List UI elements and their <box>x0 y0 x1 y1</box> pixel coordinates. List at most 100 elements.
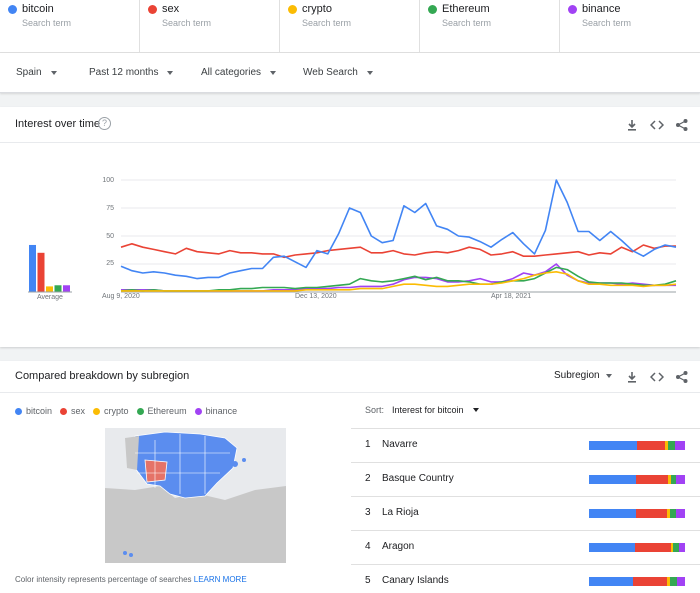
time-filter[interactable]: Past 12 months <box>89 67 174 78</box>
y-tick-label: 100 <box>102 177 114 184</box>
spain-map-graphic <box>105 428 286 563</box>
share-icon[interactable] <box>675 118 689 132</box>
region-name[interactable]: Canary Islands <box>382 575 449 586</box>
legend-item: crypto <box>93 406 129 416</box>
region-name[interactable]: Navarre <box>382 439 418 450</box>
share-segment-ethereum <box>667 441 676 450</box>
term-name[interactable]: binance <box>582 3 621 15</box>
average-bar-bitcoin[interactable] <box>29 244 36 292</box>
share-bar <box>589 441 685 450</box>
rank-number: 4 <box>365 541 371 552</box>
share-segment-sex <box>633 577 667 586</box>
breakdown-legend: bitcoin sex crypto Ethereum binance <box>15 406 245 416</box>
divider <box>0 392 700 393</box>
help-icon[interactable]: ? <box>98 117 111 130</box>
download-icon[interactable] <box>625 370 639 384</box>
divider <box>0 142 700 143</box>
series-line-crypto[interactable] <box>121 270 677 292</box>
average-bar-crypto[interactable] <box>46 286 53 292</box>
share-segment-bitcoin <box>589 509 637 518</box>
term-sex[interactable]: sex Search term <box>140 0 280 53</box>
series-line-sex[interactable] <box>120 243 676 259</box>
share-segment-binance <box>677 577 685 586</box>
term-name[interactable]: Ethereum <box>442 3 490 15</box>
share-segment-binance <box>676 509 685 518</box>
term-name[interactable]: crypto <box>302 3 332 15</box>
share-icon[interactable] <box>675 370 689 384</box>
time-filter-label: Past 12 months <box>89 67 159 78</box>
table-row[interactable]: 1 Navarre <box>351 428 700 462</box>
region-filter-label: Spain <box>16 67 42 78</box>
term-name[interactable]: sex <box>162 3 180 15</box>
category-filter-label: All categories <box>201 67 262 78</box>
search-type-filter-label: Web Search <box>303 67 358 78</box>
map-note-text: Color intensity represents percentage of… <box>15 575 194 584</box>
legend-dot <box>194 407 202 415</box>
interest-over-time-card: Interest over time ? <box>0 107 700 347</box>
legend-label: bitcoin <box>26 406 53 416</box>
share-bar <box>589 543 685 552</box>
sort-value: Interest for bitcoin <box>392 405 464 415</box>
share-segment-bitcoin <box>589 543 636 552</box>
legend-dot <box>15 407 22 415</box>
sort-control[interactable]: Sort: Interest for bitcoin <box>365 405 479 415</box>
download-icon[interactable] <box>625 118 639 132</box>
table-row[interactable]: 3 La Rioja <box>351 496 700 530</box>
chevron-down-icon <box>50 70 57 75</box>
term-binance[interactable]: binance Search term <box>560 0 700 53</box>
average-bar-sex[interactable] <box>37 252 45 292</box>
share-segment-bitcoin <box>589 475 637 484</box>
average-bar-binance[interactable] <box>63 285 70 292</box>
chevron-down-icon <box>472 408 479 412</box>
term-placeholder: Search term <box>442 18 492 28</box>
embed-icon[interactable] <box>649 118 665 132</box>
rank-number: 3 <box>365 507 371 518</box>
share-segment-binance <box>676 475 685 484</box>
embed-icon[interactable] <box>649 370 665 384</box>
table-row[interactable]: 5 Canary Islands <box>351 564 700 593</box>
subregion-map[interactable] <box>105 428 286 563</box>
share-segment-bitcoin <box>589 441 637 450</box>
rank-number: 2 <box>365 473 371 484</box>
legend-label: Ethereum <box>147 406 187 416</box>
share-segment-ethereum <box>670 475 677 484</box>
term-placeholder: Search term <box>162 18 212 28</box>
term-bitcoin[interactable]: bitcoin Search term <box>0 0 140 53</box>
average-bar-ethereum[interactable] <box>54 285 62 292</box>
region-filter[interactable]: Spain <box>16 67 57 78</box>
term-placeholder: Search term <box>22 18 72 28</box>
legend-item: bitcoin <box>15 406 52 416</box>
series-line-bitcoin[interactable] <box>120 179 677 280</box>
legend-dot <box>136 407 144 415</box>
share-segment-crypto <box>667 475 671 484</box>
search-terms-bar: bitcoin Search term sex Search term cryp… <box>0 0 700 53</box>
table-row[interactable]: 2 Basque Country <box>351 462 700 496</box>
x-tick-label: Dec 13, 2020 <box>295 293 337 300</box>
share-segment-sex <box>637 441 665 450</box>
rank-number: 1 <box>365 439 371 450</box>
legend-label: binance <box>205 406 238 416</box>
subregion-dropdown[interactable]: Subregion <box>554 370 612 381</box>
term-crypto[interactable]: crypto Search term <box>280 0 420 53</box>
term-color-dot <box>8 5 17 14</box>
share-segment-ethereum <box>669 577 678 586</box>
term-name[interactable]: bitcoin <box>22 3 54 15</box>
map-note: Color intensity represents percentage of… <box>15 575 247 584</box>
x-tick-label: Apr 18, 2021 <box>491 293 532 300</box>
term-ethereum[interactable]: Ethereum Search term <box>420 0 560 53</box>
share-segment-sex <box>635 543 671 552</box>
region-name[interactable]: Basque Country <box>382 473 454 484</box>
share-segment-binance <box>679 543 685 552</box>
region-name[interactable]: La Rioja <box>382 507 419 518</box>
table-row[interactable]: 4 Aragon <box>351 530 700 564</box>
learn-more-link[interactable]: LEARN MORE <box>193 575 247 584</box>
legend-dot <box>93 407 101 415</box>
y-tick-label: 75 <box>106 205 114 212</box>
search-type-filter[interactable]: Web Search <box>303 67 373 78</box>
term-color-dot <box>428 5 437 14</box>
legend-label: crypto <box>104 406 129 416</box>
category-filter[interactable]: All categories <box>201 67 277 78</box>
region-name[interactable]: Aragon <box>382 541 415 552</box>
series-line-ethereum[interactable] <box>120 266 677 292</box>
